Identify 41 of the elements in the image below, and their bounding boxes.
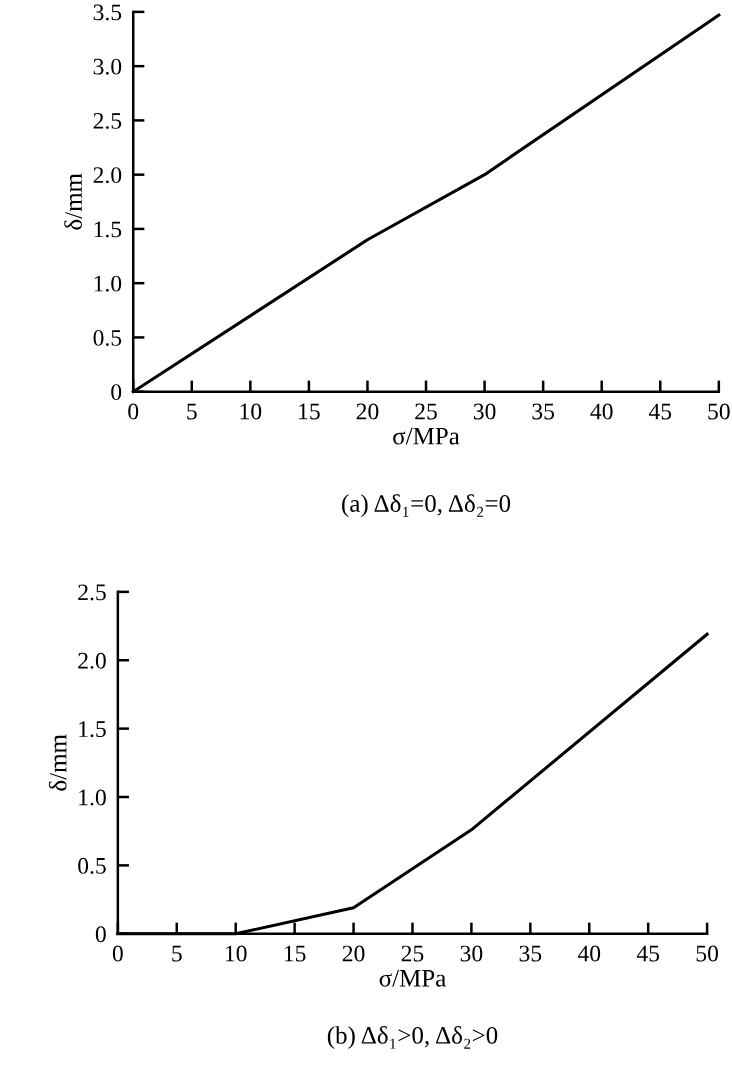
y-axis-title: δ/mm (48, 734, 67, 791)
x-tick-label: 50 (696, 945, 719, 962)
x-tick-label: 50 (708, 403, 730, 420)
y-tick-label: 2.0 (93, 167, 122, 184)
x-tick-label: 10 (225, 945, 247, 962)
x-tick-label: 10 (240, 403, 262, 420)
x-tick-label: 20 (342, 945, 365, 962)
x-tick-label: 25 (415, 403, 437, 420)
x-tick-label: 30 (473, 403, 496, 420)
x-tick-label: 20 (356, 403, 379, 420)
x-tick-label: 25 (401, 945, 424, 962)
x-tick-label: 35 (532, 403, 555, 420)
text: (b) Δδ₁>0, Δδ₂>0 (327, 1026, 498, 1049)
y-axis-title: δ/mm (64, 173, 82, 230)
y-tick-label: 0.5 (93, 329, 122, 346)
y-tick-label: 2.0 (78, 652, 106, 669)
y-tick-label: 3.0 (93, 58, 122, 75)
y-tick-label: 0 (95, 926, 106, 943)
x-axis-title: σ/MPa (393, 427, 460, 445)
x-tick-label: 15 (284, 945, 306, 962)
y-tick-label: 1.0 (79, 789, 106, 806)
y-tick-label: 3.5 (93, 4, 122, 21)
x-tick-label: 45 (648, 403, 672, 420)
x-tick-label: 30 (460, 945, 483, 962)
y-tick-label: 0 (111, 384, 122, 401)
y-tick-label: 1.5 (79, 721, 106, 738)
x-tick-label: 40 (590, 403, 613, 420)
x-tick-label: 15 (299, 403, 320, 420)
y-tick-label: 1.0 (94, 275, 122, 292)
x-tick-label: 0 (128, 403, 139, 420)
x-tick-label: 45 (636, 945, 660, 962)
x-tick-label: 5 (187, 403, 197, 420)
y-tick-label: 0.5 (78, 857, 106, 874)
x-tick-label: 40 (577, 945, 601, 962)
x-tick-label: 5 (172, 945, 182, 962)
x-tick-label: 35 (519, 945, 542, 962)
text: (a) Δδ₁=0, Δδ₂=0 (342, 494, 511, 518)
x-axis-title: σ/MPa (379, 969, 446, 987)
y-tick-label: 1.5 (94, 221, 122, 238)
y-tick-label: 2.5 (93, 112, 122, 129)
y-tick-label: 2.5 (78, 584, 106, 601)
